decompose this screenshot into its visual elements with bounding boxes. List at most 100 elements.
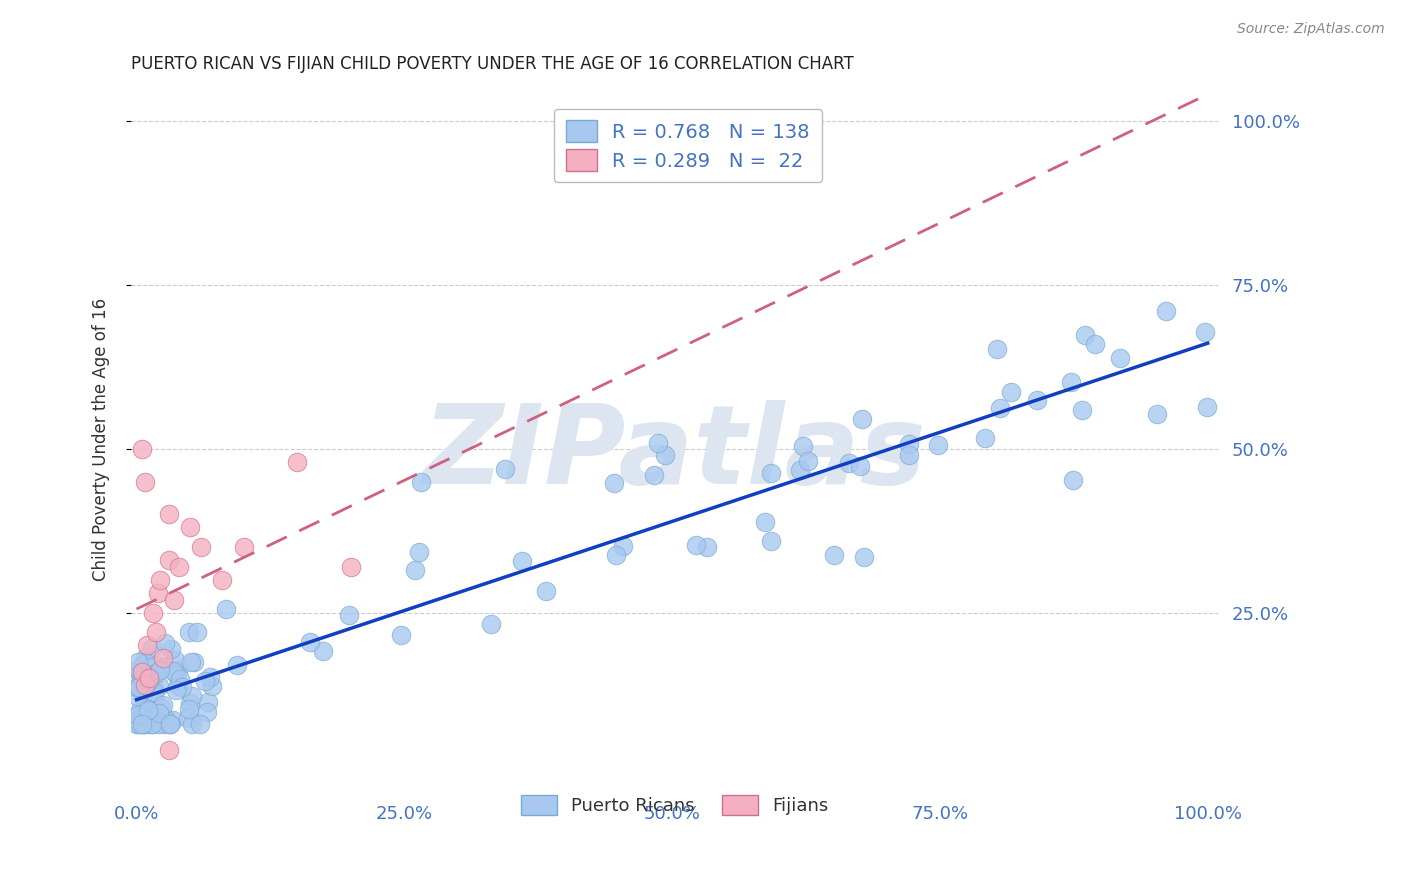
Point xyxy=(159,717,181,731)
Point xyxy=(163,592,186,607)
Y-axis label: Child Poverty Under the Age of 16: Child Poverty Under the Age of 16 xyxy=(93,298,110,581)
Point xyxy=(132,672,155,686)
Point xyxy=(411,475,433,489)
Point xyxy=(167,679,190,693)
Point xyxy=(162,664,184,678)
Point xyxy=(1071,402,1094,417)
Point xyxy=(141,717,163,731)
Point xyxy=(211,573,233,587)
Point xyxy=(792,439,814,453)
Point xyxy=(494,461,516,475)
Point xyxy=(643,467,665,482)
Point xyxy=(129,717,152,731)
Point xyxy=(194,673,217,688)
Point xyxy=(179,696,201,710)
Point xyxy=(789,463,811,477)
Point xyxy=(214,602,236,616)
Point xyxy=(163,653,186,667)
Point xyxy=(1060,375,1083,389)
Point xyxy=(754,515,776,529)
Point xyxy=(146,586,169,600)
Point xyxy=(136,639,159,653)
Point xyxy=(823,548,845,562)
Point xyxy=(186,624,208,639)
Point xyxy=(190,717,212,731)
Point xyxy=(136,703,159,717)
Point xyxy=(132,717,155,731)
Point xyxy=(654,448,676,462)
Point xyxy=(143,710,166,724)
Point xyxy=(195,705,218,719)
Point xyxy=(159,717,181,731)
Point xyxy=(605,548,627,562)
Point xyxy=(1197,401,1219,415)
Point xyxy=(232,540,254,554)
Point xyxy=(132,657,155,672)
Point xyxy=(312,644,335,658)
Point xyxy=(159,642,181,657)
Point xyxy=(389,628,412,642)
Point xyxy=(138,674,160,689)
Point xyxy=(172,681,194,695)
Point xyxy=(153,711,176,725)
Point xyxy=(150,701,173,715)
Point xyxy=(135,650,157,665)
Point xyxy=(1073,328,1095,343)
Point xyxy=(897,437,920,451)
Point xyxy=(852,550,875,565)
Point xyxy=(612,539,634,553)
Point xyxy=(339,559,361,574)
Point xyxy=(139,660,162,674)
Point xyxy=(143,697,166,711)
Point xyxy=(157,743,180,757)
Point xyxy=(225,657,247,672)
Point xyxy=(1146,407,1168,421)
Point xyxy=(759,466,782,480)
Point xyxy=(201,679,224,693)
Point xyxy=(125,714,148,728)
Point xyxy=(155,635,177,649)
Point xyxy=(136,673,159,688)
Point xyxy=(146,659,169,673)
Point xyxy=(143,695,166,709)
Point xyxy=(134,709,156,723)
Point xyxy=(177,625,200,640)
Point xyxy=(125,689,148,703)
Point xyxy=(135,657,157,671)
Point xyxy=(142,606,165,620)
Point xyxy=(142,685,165,699)
Point xyxy=(128,680,150,694)
Point xyxy=(180,655,202,669)
Point xyxy=(180,689,202,703)
Point xyxy=(152,710,174,724)
Point xyxy=(603,475,626,490)
Point xyxy=(136,717,159,731)
Point xyxy=(190,540,212,554)
Point xyxy=(141,641,163,656)
Point xyxy=(134,700,156,714)
Point xyxy=(148,706,170,721)
Point xyxy=(139,703,162,717)
Point xyxy=(145,666,167,681)
Point xyxy=(157,508,180,522)
Point xyxy=(134,475,156,489)
Point xyxy=(404,564,426,578)
Point xyxy=(197,695,219,709)
Point xyxy=(1084,337,1107,351)
Point xyxy=(169,559,191,574)
Point xyxy=(131,717,153,731)
Point xyxy=(337,608,360,623)
Point xyxy=(512,554,534,568)
Point xyxy=(127,655,149,669)
Point xyxy=(408,545,430,559)
Point xyxy=(131,665,153,679)
Point xyxy=(183,655,205,669)
Point xyxy=(169,672,191,686)
Point xyxy=(299,634,322,648)
Point xyxy=(177,711,200,725)
Point xyxy=(127,707,149,722)
Point xyxy=(134,678,156,692)
Text: PUERTO RICAN VS FIJIAN CHILD POVERTY UNDER THE AGE OF 16 CORRELATION CHART: PUERTO RICAN VS FIJIAN CHILD POVERTY UND… xyxy=(131,55,853,73)
Point xyxy=(132,702,155,716)
Point xyxy=(1026,393,1049,408)
